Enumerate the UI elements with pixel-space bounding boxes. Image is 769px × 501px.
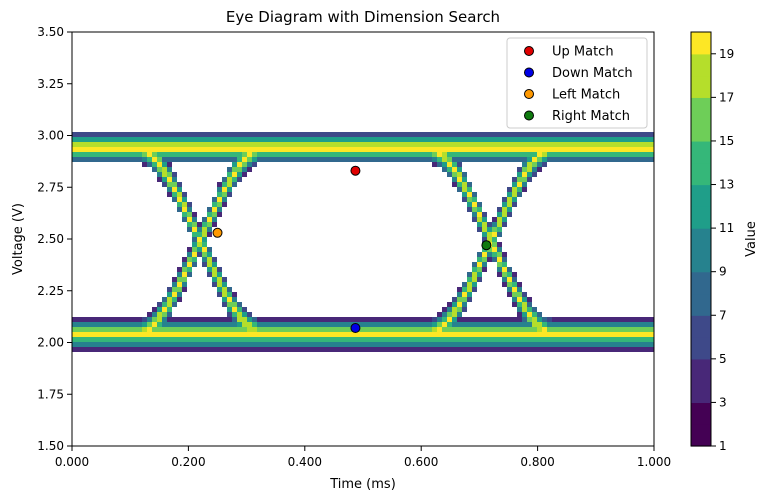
x-tick-label: 0.800 [520,455,554,469]
x-axis-ticks: 0.000 0.200 0.400 0.600 0.800 1.000 [55,446,671,469]
colorbar-segment [691,358,711,382]
colorbar-segment [691,337,711,360]
legend: Up Match Down Match Left Match Right Match [506,37,648,129]
colorbar-segment [691,293,711,316]
colorbar-tick-label: 19 [719,47,734,61]
y-tick-label: 2.25 [37,284,64,298]
colorbar-segment [691,119,711,142]
legend-box [506,37,648,129]
colorbar-segment [691,380,711,404]
colorbar-segment [691,75,711,98]
down-match-marker [350,323,361,334]
colorbar-label: Value [744,221,759,257]
colorbar-segment [691,97,711,120]
colorbar-segment [691,271,711,295]
x-tick-label: 0.400 [288,455,322,469]
legend-marker [524,67,534,78]
x-tick-label: 0.600 [404,455,438,469]
colorbar-tick-label: 17 [719,90,734,104]
colorbar-segment [691,184,711,207]
y-axis-ticks: 1.50 1.75 2.00 2.25 2.50 2.75 3.00 3.25 3.50 [37,25,72,453]
colorbar-tick-label: 11 [719,221,734,235]
y-tick-label: 1.75 [37,387,64,401]
legend-label: Right Match [552,109,630,124]
y-tick-label: 2.75 [37,180,64,194]
colorbar-segment [691,206,711,229]
colorbar-segment [691,228,711,251]
colorbar-segment [691,424,711,447]
y-tick-label: 2.00 [37,336,64,350]
colorbar-segment [691,249,711,273]
colorbar-tick-label: 13 [719,178,734,192]
legend-label: Up Match [552,45,614,60]
colorbar-segment [691,32,711,55]
y-tick-label: 3.50 [37,25,64,39]
x-tick-label: 0.200 [171,455,205,469]
legend-marker [524,110,534,121]
legend-label: Down Match [552,66,633,81]
colorbar-tick-label: 3 [719,395,727,409]
colorbar-segment [691,315,711,338]
legend-marker [524,89,534,99]
left-match-marker [212,227,223,238]
y-tick-label: 1.50 [37,439,64,453]
colorbar-tick-label: 15 [719,134,734,148]
y-tick-label: 3.25 [37,77,64,91]
up-match-marker [350,165,361,176]
legend-marker [524,46,534,56]
colorbar-segment [691,140,711,164]
y-tick-label: 3.00 [37,129,64,143]
colorbar-tick-label: 7 [719,308,727,322]
colorbar-tick-label: 1 [719,439,727,453]
legend-label: Left Match [552,88,620,103]
x-tick-label: 0.000 [55,455,89,469]
colorbar-tick-label: 9 [719,265,727,279]
y-tick-label: 2.50 [37,232,64,246]
y-axis-label: Voltage (V) [11,203,26,275]
colorbar-segment [691,162,711,186]
colorbar-tick-label: 5 [719,352,727,366]
chart-title: Eye Diagram with Dimension Search [226,8,500,26]
x-tick-label: 1.000 [637,455,671,469]
match-markers [212,165,492,334]
right-match-marker [481,240,492,251]
eye-heatmap [72,132,654,352]
colorbar-segment [691,402,711,425]
colorbar-segment [691,53,711,77]
x-axis-label: Time (ms) [329,477,396,492]
